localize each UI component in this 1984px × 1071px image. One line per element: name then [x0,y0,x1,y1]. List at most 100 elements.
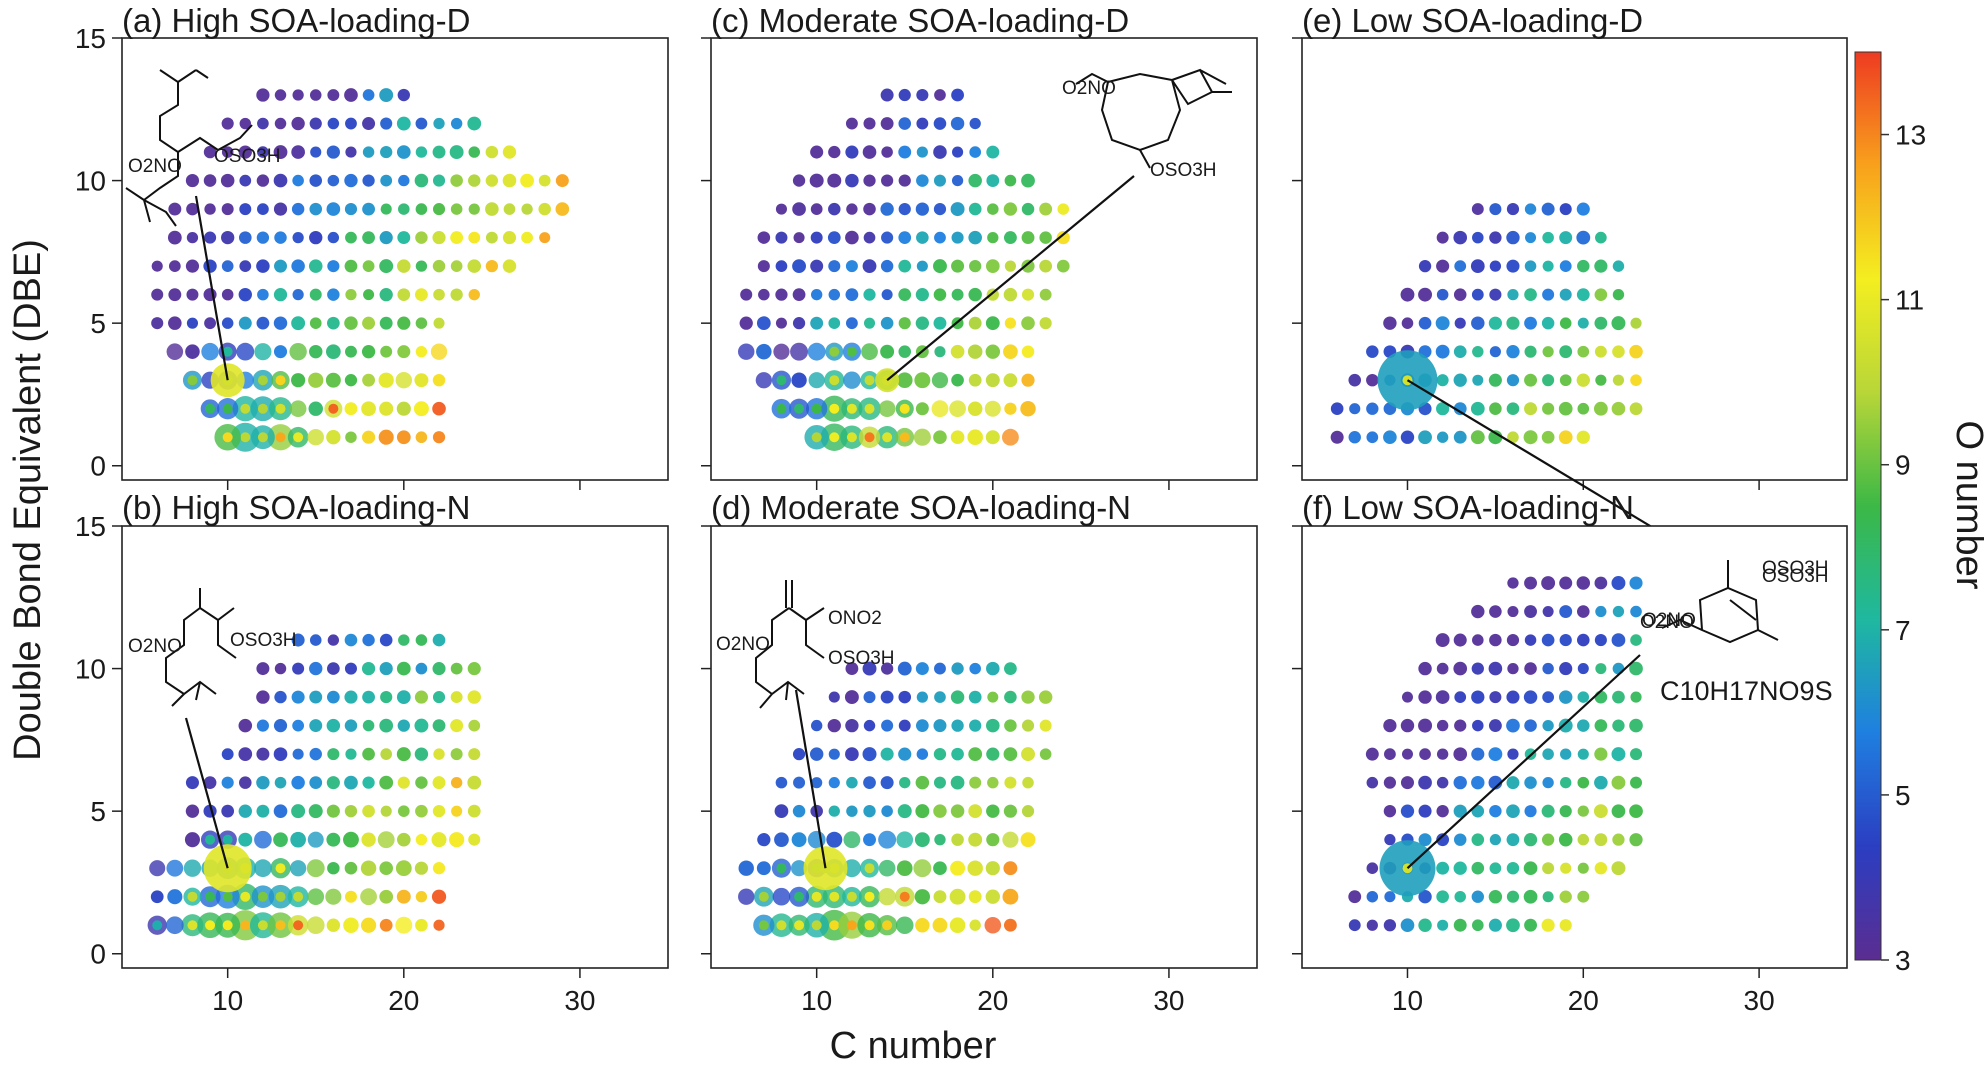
data-point-core [275,920,286,931]
data-point [933,747,947,761]
data-point [934,346,946,358]
data-point [881,662,894,675]
data-point [950,430,965,445]
data-point-core [293,920,304,931]
data-point [914,372,931,389]
data-point [792,748,806,761]
data-point [1523,430,1538,445]
data-point [1471,604,1485,619]
data-point [521,203,533,215]
data-point [345,431,357,443]
data-point [1559,345,1573,359]
data-point [986,718,1000,733]
leader-line [184,717,229,869]
data-point [881,289,893,301]
data-point [1418,287,1433,302]
data-point [1577,862,1589,874]
data-point [185,174,200,188]
data-point [986,661,1000,676]
data-point [792,317,806,330]
data-point [380,691,393,704]
data-point [985,373,1000,388]
data-point [1004,317,1017,329]
data-point [203,145,217,159]
data-point [326,145,340,159]
data-point [952,146,964,158]
data-point [1594,833,1608,847]
structure-b-label-1: O2NO [128,636,182,657]
data-point [790,342,809,361]
data-point-core [864,375,875,386]
colorbar-tick-label: 3 [1895,945,1911,976]
data-point [1507,431,1519,444]
data-point [843,371,861,389]
data-point [396,401,411,416]
data-point [1472,231,1484,244]
data-point [291,373,306,388]
data-point [1541,833,1555,846]
data-point [343,831,359,848]
data-point [485,259,499,273]
data-point [1542,231,1554,244]
data-point [467,775,482,790]
data-point [916,174,929,187]
data-point [899,776,911,789]
data-point [915,917,930,933]
data-point [379,401,394,416]
data-point [1020,400,1036,417]
data-point [450,231,464,245]
y-tick-label: 0 [90,939,106,970]
data-point [1577,776,1590,789]
data-point [1594,719,1608,732]
data-point [432,691,446,704]
data-point [257,203,269,215]
data-point [793,232,805,244]
data-point [432,259,446,273]
data-point [327,89,340,101]
data-point [1453,345,1467,359]
data-point [450,174,463,187]
data-point [431,832,447,848]
data-point [1039,231,1052,244]
data-point [379,918,393,932]
data-point [1594,861,1608,875]
data-point [738,888,755,905]
data-point [811,288,823,301]
y-tick-label: 0 [90,451,106,482]
data-point [1472,919,1484,932]
data-point [1594,288,1608,301]
data-point [415,662,428,675]
data-point [1436,259,1450,273]
data-point [1453,918,1467,932]
data-point [327,260,340,273]
data-point [415,833,428,846]
data-point-core [794,920,805,931]
data-point [950,775,965,790]
data-point [327,748,340,761]
panel-a: (a) High SOA-loading-D 0 5 10 15 [75,2,669,490]
data-point [362,804,375,818]
data-point [1021,231,1035,245]
x-tick-label: 30 [1153,985,1184,1016]
data-point [1489,804,1502,818]
data-point [167,230,182,245]
data-point [1418,690,1432,704]
data-point [1488,890,1503,904]
data-point [414,718,429,733]
data-point [1489,691,1502,704]
data-point [1488,775,1503,790]
data-point [185,344,200,359]
data-point [362,747,375,761]
data-point [1594,259,1608,273]
data-point [898,88,911,102]
data-point [1612,260,1625,272]
data-point [396,430,411,445]
data-point [1524,805,1537,818]
data-point [1471,203,1484,216]
data-point-core [275,375,286,386]
data-point [756,343,772,360]
colorbar-label: O number [1948,421,1984,590]
data-point [308,804,323,819]
data-point [221,260,234,272]
data-point [204,231,217,244]
